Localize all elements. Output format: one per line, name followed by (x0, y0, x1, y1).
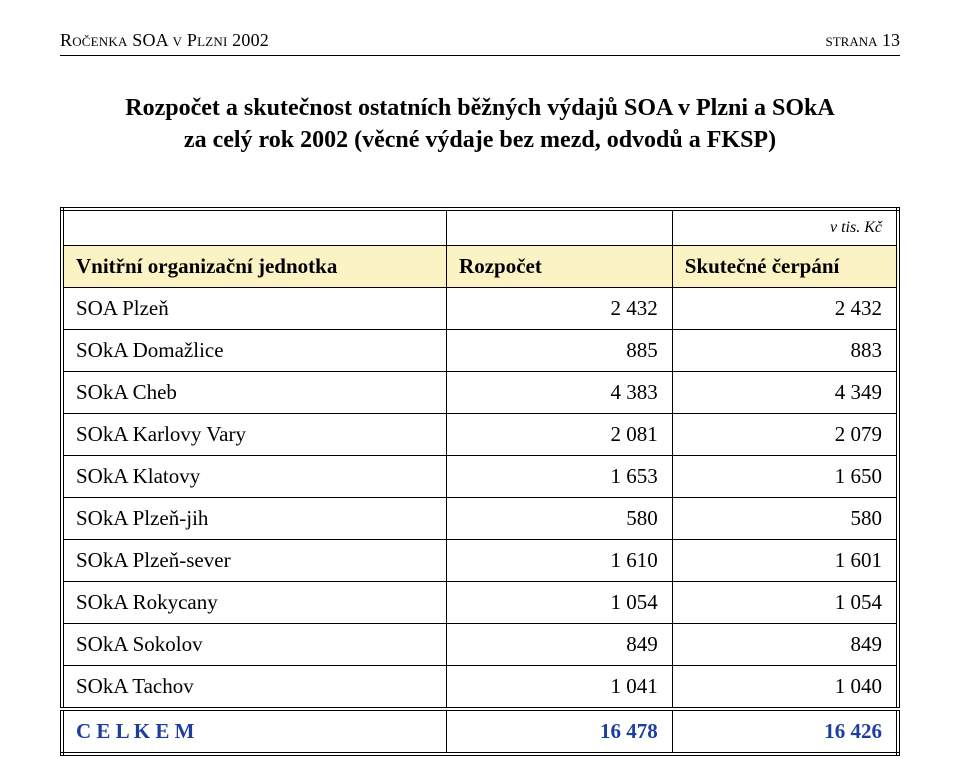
row-budget: 849 (447, 623, 673, 665)
table-row: SOkA Rokycany 1 054 1 054 (62, 581, 898, 623)
title-line-2: za celý rok 2002 (věcné výdaje bez mezd,… (184, 127, 776, 153)
row-name: SOkA Sokolov (62, 623, 447, 665)
row-name: SOkA Rokycany (62, 581, 447, 623)
col-header-budget: Rozpočet (447, 245, 673, 287)
col-header-unit: Vnitřní organizační jednotka (62, 245, 447, 287)
unit-empty-1 (62, 209, 447, 246)
col-header-actual: Skutečné čerpání (672, 245, 898, 287)
header-rule (60, 55, 900, 56)
title-line-1: Rozpočet a skutečnost ostatních běžných … (125, 95, 834, 121)
total-actual: 16 426 (672, 709, 898, 754)
row-actual: 1 040 (672, 665, 898, 709)
table-row: SOkA Plzeň-sever 1 610 1 601 (62, 539, 898, 581)
total-name: C E L K E M (62, 709, 447, 754)
row-budget: 4 383 (447, 371, 673, 413)
unit-empty-2 (447, 209, 673, 246)
row-name: SOkA Plzeň-jih (62, 497, 447, 539)
table-row: SOA Plzeň 2 432 2 432 (62, 287, 898, 329)
row-actual: 1 601 (672, 539, 898, 581)
row-budget: 1 041 (447, 665, 673, 709)
row-actual: 580 (672, 497, 898, 539)
row-actual: 2 079 (672, 413, 898, 455)
row-name: SOkA Tachov (62, 665, 447, 709)
row-actual: 849 (672, 623, 898, 665)
row-budget: 885 (447, 329, 673, 371)
page: Ročenka SOA v Plzni 2002 strana 13 Rozpo… (0, 0, 960, 778)
row-actual: 4 349 (672, 371, 898, 413)
row-name: SOkA Plzeň-sever (62, 539, 447, 581)
row-name: SOkA Domažlice (62, 329, 447, 371)
row-budget: 2 081 (447, 413, 673, 455)
row-budget: 1 054 (447, 581, 673, 623)
row-budget: 2 432 (447, 287, 673, 329)
row-budget: 1 610 (447, 539, 673, 581)
row-name: SOkA Klatovy (62, 455, 447, 497)
unit-label: v tis. Kč (672, 209, 898, 246)
page-title: Rozpočet a skutečnost ostatních běžných … (100, 92, 860, 157)
header-right: strana 13 (825, 30, 900, 51)
table-row: SOkA Tachov 1 041 1 040 (62, 665, 898, 709)
row-budget: 1 653 (447, 455, 673, 497)
total-budget: 16 478 (447, 709, 673, 754)
row-actual: 1 054 (672, 581, 898, 623)
unit-row: v tis. Kč (62, 209, 898, 246)
budget-table: v tis. Kč Vnitřní organizační jednotka R… (60, 207, 900, 756)
table-row: SOkA Karlovy Vary 2 081 2 079 (62, 413, 898, 455)
table-row: SOkA Domažlice 885 883 (62, 329, 898, 371)
row-budget: 580 (447, 497, 673, 539)
table-row: SOkA Sokolov 849 849 (62, 623, 898, 665)
table-header-row: Vnitřní organizační jednotka Rozpočet Sk… (62, 245, 898, 287)
table-row: SOkA Plzeň-jih 580 580 (62, 497, 898, 539)
row-actual: 1 650 (672, 455, 898, 497)
table-row: SOkA Cheb 4 383 4 349 (62, 371, 898, 413)
table-row: SOkA Klatovy 1 653 1 650 (62, 455, 898, 497)
row-actual: 2 432 (672, 287, 898, 329)
running-header: Ročenka SOA v Plzni 2002 strana 13 (60, 30, 900, 51)
row-actual: 883 (672, 329, 898, 371)
row-name: SOkA Karlovy Vary (62, 413, 447, 455)
row-name: SOkA Cheb (62, 371, 447, 413)
header-left: Ročenka SOA v Plzni 2002 (60, 30, 269, 51)
row-name: SOA Plzeň (62, 287, 447, 329)
table-total-row: C E L K E M 16 478 16 426 (62, 709, 898, 754)
